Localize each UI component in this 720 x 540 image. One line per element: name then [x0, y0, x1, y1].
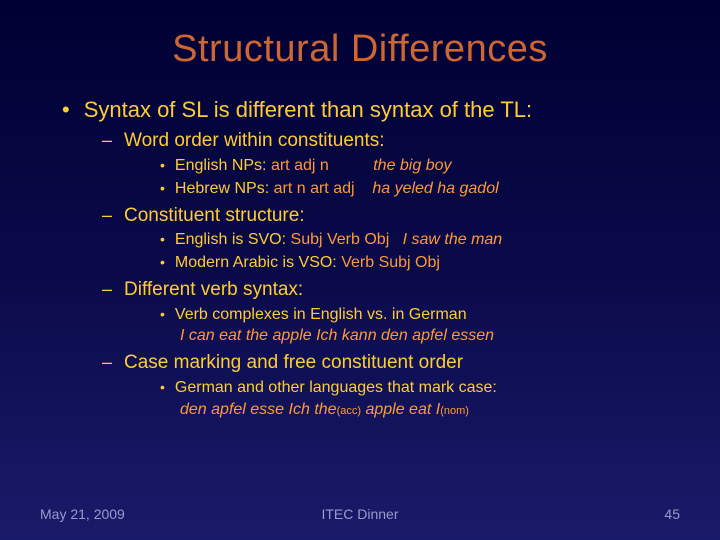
bullet-text: Verb complexes in English vs. in German	[175, 305, 467, 326]
bullet-text: Constituent structure:	[124, 204, 305, 229]
bullet-level-3: • German and other languages that mark c…	[160, 378, 680, 399]
bullet-level-3: • Verb complexes in English vs. in Germa…	[160, 305, 680, 326]
bullet-text: English NPs: art adj n the big boy	[175, 156, 452, 177]
slide: Structural Differences • Syntax of SL is…	[0, 0, 720, 540]
slide-number: 45	[664, 506, 680, 522]
bullet-level-2: – Different verb syntax:	[102, 278, 680, 303]
bullet-text: Different verb syntax:	[124, 278, 303, 303]
bullet-level-3: • English NPs: art adj n the big boy	[160, 156, 680, 177]
bullet-level-2: – Case marking and free constituent orde…	[102, 351, 680, 376]
footer-date: May 21, 2009	[40, 506, 125, 522]
dash-icon: –	[102, 204, 112, 227]
bullet-text: Case marking and free constituent order	[124, 351, 463, 376]
bullet-dot-icon: •	[160, 179, 165, 197]
bullet-dot-icon: •	[62, 97, 70, 123]
footer-title: ITEC Dinner	[321, 506, 398, 522]
bullet-text: Modern Arabic is VSO: Verb Subj Obj	[175, 253, 440, 274]
slide-footer: May 21, 2009 ITEC Dinner 45	[0, 506, 720, 522]
bullet-level-3: • Hebrew NPs: art n art adj ha yeled ha …	[160, 179, 680, 200]
bullet-dot-icon: •	[160, 253, 165, 271]
bullet-level-3: • English is SVO: Subj Verb Obj I saw th…	[160, 230, 680, 251]
bullet-dot-icon: •	[160, 230, 165, 248]
bullet-dot-icon: •	[160, 305, 165, 323]
bullet-level-2: – Word order within constituents:	[102, 129, 680, 154]
bullet-text: Hebrew NPs: art n art adj ha yeled ha ga…	[175, 179, 499, 200]
slide-title: Structural Differences	[40, 28, 680, 71]
dash-icon: –	[102, 129, 112, 152]
bullet-level-1: • Syntax of SL is different than syntax …	[62, 97, 680, 123]
bullet-level-3: • Modern Arabic is VSO: Verb Subj Obj	[160, 253, 680, 274]
bullet-dot-icon: •	[160, 156, 165, 174]
bullet-dot-icon: •	[160, 378, 165, 396]
dash-icon: –	[102, 351, 112, 374]
example-line: I can eat the apple Ich kann den apfel e…	[180, 326, 680, 347]
bullet-text: Syntax of SL is different than syntax of…	[84, 97, 532, 123]
example-line: den apfel esse Ich the(acc) apple eat I(…	[180, 400, 680, 421]
bullet-text: English is SVO: Subj Verb Obj I saw the …	[175, 230, 502, 251]
bullet-level-2: – Constituent structure:	[102, 204, 680, 229]
bullet-text: German and other languages that mark cas…	[175, 378, 497, 399]
dash-icon: –	[102, 278, 112, 301]
bullet-text: Word order within constituents:	[124, 129, 385, 154]
